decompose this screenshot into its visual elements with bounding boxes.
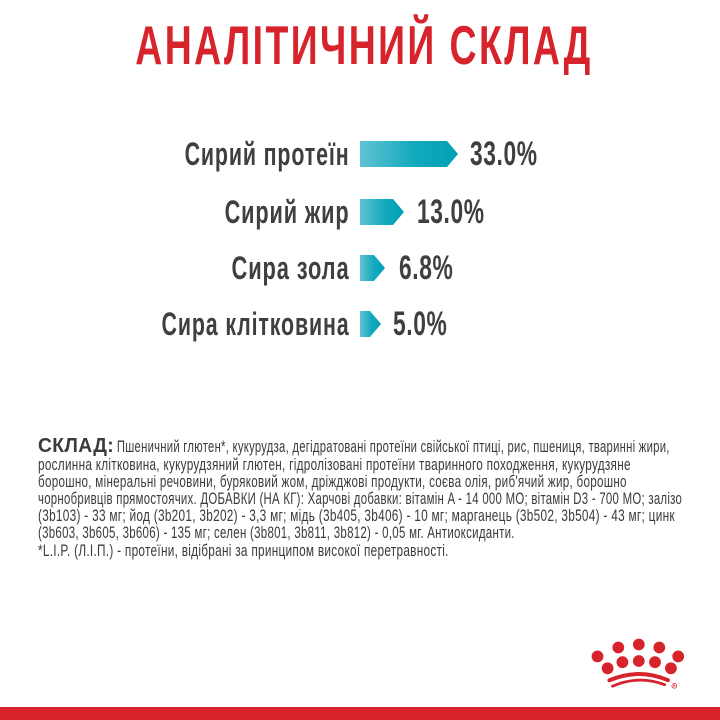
svg-text:R: R (673, 684, 676, 688)
